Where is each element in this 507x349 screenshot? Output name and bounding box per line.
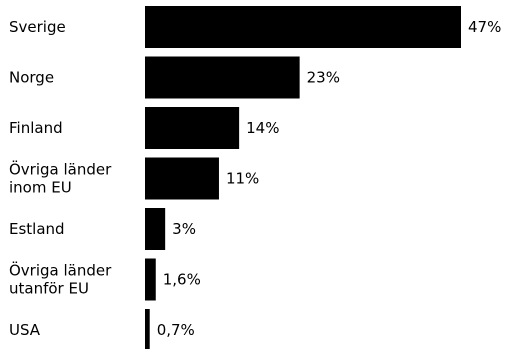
value-label: 23% [307,69,340,87]
value-label: 0,7% [157,321,195,339]
bar [145,157,219,200]
value-label: 3% [172,220,196,238]
value-label: 11% [226,170,259,188]
bar [145,208,166,250]
bar [145,6,461,48]
bar [145,309,150,349]
category-label: Sverige [9,18,66,36]
value-label: 1,6% [163,271,201,289]
category-label: Estland [9,220,65,238]
category-label: Finland [9,119,63,137]
category-label: Norge [9,69,54,87]
category-label: Övriga länder inom EU [9,160,112,197]
value-label: 47% [468,18,501,36]
category-label: Övriga länder utanför EU [9,261,112,298]
category-label: USA [9,321,41,339]
bar [145,258,156,301]
bar [145,56,300,99]
value-label: 14% [246,119,279,137]
bar [145,107,240,149]
